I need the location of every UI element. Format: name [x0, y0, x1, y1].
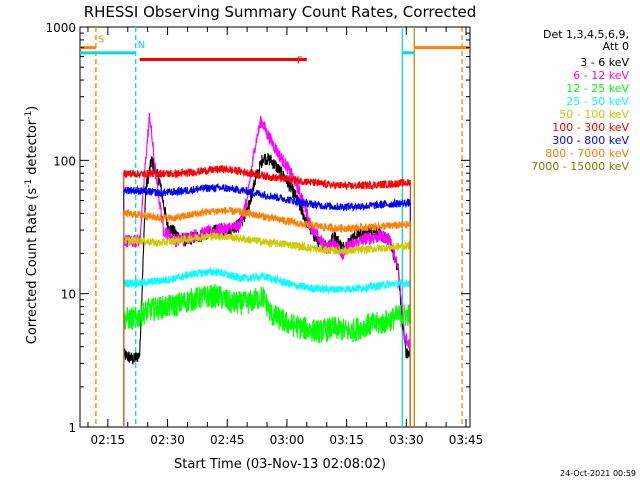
legend-item-5: 100 - 300 keV: [552, 121, 629, 134]
x-tick-label-3: 03:00: [270, 433, 305, 447]
legend-header-line2: Att 0: [603, 40, 629, 53]
legend-item-6: 300 - 800 keV: [552, 134, 629, 147]
y-tick-label-2: 100: [53, 154, 76, 168]
legend-item-4: 50 - 100 keV: [559, 108, 629, 121]
series-line-7: [123, 206, 411, 234]
y-tick-label-3: 1000: [45, 21, 76, 35]
legend-header-line1: Det 1,3,4,5,6,9,: [543, 28, 629, 41]
series-line-6: [123, 182, 411, 213]
legend-item-0: 3 - 6 keV: [580, 56, 629, 69]
y-axis-label-c: ): [25, 106, 40, 111]
series-line-3: [123, 266, 411, 295]
x-axis-label: Start Time (03-Nov-13 02:08:02): [174, 457, 386, 472]
footer-date: 24-Oct-2021 00:59: [560, 469, 636, 478]
y-axis-label-sup1: -1: [24, 179, 34, 188]
vertical-markers: [95, 27, 463, 427]
legend-item-8: 7000 - 15000 keV: [531, 160, 629, 173]
legend-item-3: 25 - 50 keV: [566, 95, 629, 108]
legend-item-2: 12 - 25 keV: [566, 82, 629, 95]
y-tick-label-1: 10: [61, 288, 76, 302]
series-line-5: [123, 164, 411, 191]
chart-title: RHESSI Observing Summary Count Rates, Co…: [84, 3, 477, 21]
flag-label-S: S: [98, 35, 104, 46]
x-tick-label-0: 02:15: [91, 433, 126, 447]
y-tick-label-0: 1: [68, 421, 76, 435]
flag-label-F: F: [297, 56, 303, 67]
x-axis-ticks: 02:15 02:30 02:45 03:00 03:15 03:30 03:45: [87, 27, 484, 447]
series-line-2: [123, 282, 411, 344]
plot-area: S N F 1 10 100 1000 02:15 02:30 02:45 03:00 03:15…: [45, 21, 483, 447]
x-tick-label-5: 03:30: [389, 433, 424, 447]
x-tick-label-4: 03:15: [329, 433, 364, 447]
y-axis-label-b: detector: [25, 119, 40, 179]
series-line-4: [123, 232, 411, 256]
legend-item-7: 800 - 7000 keV: [545, 147, 629, 160]
legend-item-1: 6 - 12 keV: [573, 69, 629, 82]
x-tick-label-2: 02:45: [210, 433, 245, 447]
x-tick-label-6: 03:45: [449, 433, 484, 447]
y-axis-label-a: Corrected Count Rate (s: [25, 188, 40, 345]
y-axis-label-sup2: -1: [24, 111, 34, 120]
y-axis-ticks: 1 10 100 1000: [45, 21, 470, 435]
x-tick-label-1: 02:30: [150, 433, 185, 447]
plot-frame: [79, 26, 471, 428]
y-axis-label: Corrected Count Rate (s-1 detector-1): [24, 106, 40, 344]
series-layer: [123, 112, 411, 427]
flag-label-N: N: [138, 40, 145, 51]
